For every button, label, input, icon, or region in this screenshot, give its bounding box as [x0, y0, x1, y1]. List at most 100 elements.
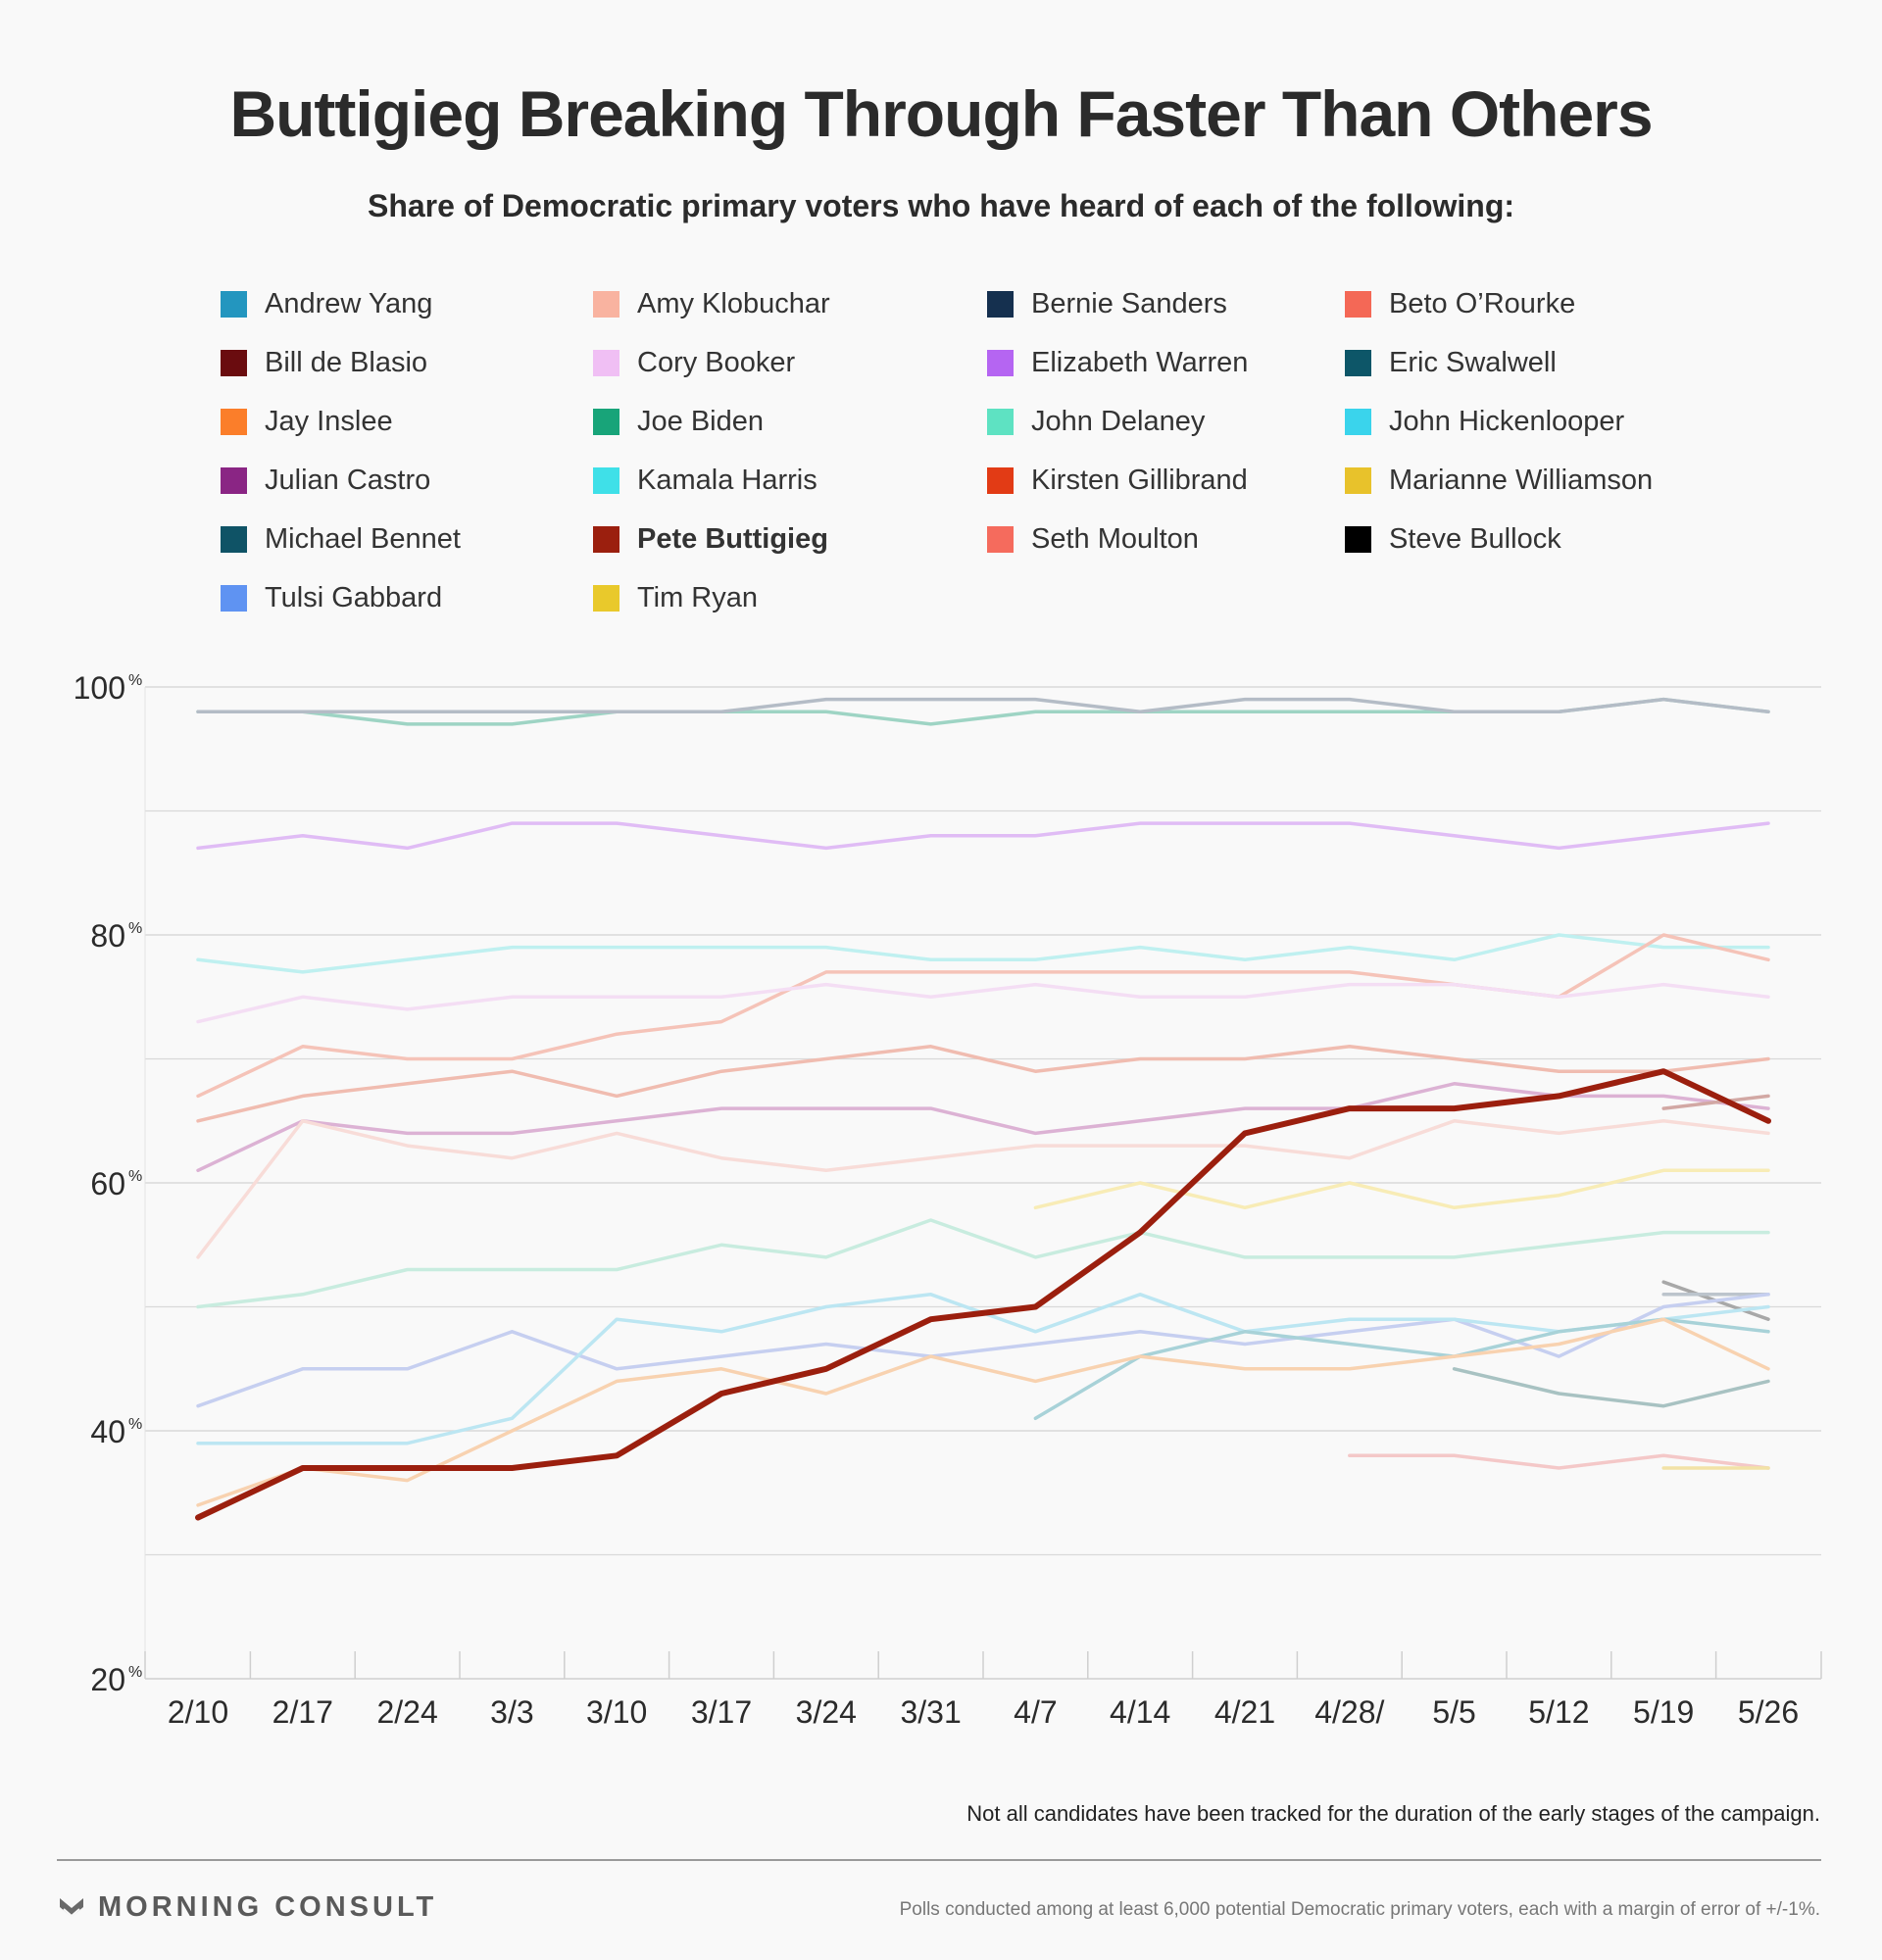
methodology-footnote: Polls conducted among at least 6,000 pot… [899, 1899, 1820, 1920]
legend-item: Elizabeth Warren [987, 343, 1345, 382]
x-tick-label: 3/17 [691, 1694, 752, 1730]
legend-item: Kirsten Gillibrand [987, 461, 1345, 500]
legend-label: Pete Buttigieg [637, 522, 828, 555]
legend-swatch [593, 466, 619, 494]
x-tick-label: 5/12 [1528, 1694, 1589, 1730]
series-line-marianne-williamson [1033, 1168, 1770, 1210]
legend-swatch [593, 584, 619, 612]
x-tick-label: 3/3 [490, 1694, 533, 1730]
legend-label: Beto O’Rourke [1389, 287, 1576, 319]
legend-swatch [221, 408, 247, 435]
legend-label: Tim Ryan [637, 581, 758, 613]
legend-swatch [1345, 466, 1371, 494]
legend-swatch [221, 290, 247, 318]
legend-swatch [987, 349, 1014, 376]
legend-item: Steve Bullock [1345, 519, 1737, 559]
legend-item: Bill de Blasio [221, 343, 593, 382]
legend-label: Eric Swalwell [1389, 346, 1557, 378]
legend-label: Kamala Harris [637, 464, 817, 496]
legend-item: Andrew Yang [221, 284, 593, 323]
series-line-jay-inslee [196, 1317, 1770, 1507]
legend-swatch [221, 525, 247, 553]
legend-item: Kamala Harris [593, 461, 987, 500]
series-line-kamala-harris [196, 933, 1770, 974]
legend-swatch [1345, 290, 1371, 318]
legend-label: Amy Klobuchar [637, 287, 830, 319]
x-tick-label: 2/24 [376, 1694, 437, 1730]
legend-swatch [987, 290, 1014, 318]
line-chart: 20 %40 %60 %80 %100 %2/10 2/17 2/24 3/3 3/10 3/17 3… [74, 670, 1822, 1730]
legend-label: Julian Castro [265, 464, 431, 496]
x-tick-label: 3/31 [900, 1694, 961, 1730]
legend-label: Jay Inslee [265, 405, 393, 437]
legend-swatch [987, 466, 1014, 494]
series-line-seth-moulton [1661, 1094, 1770, 1110]
series-line-tulsi-gabbard [196, 1293, 1770, 1408]
legend-item: Michael Bennet [221, 519, 593, 559]
series-line-john-delaney [196, 1218, 1770, 1309]
legend-item: Amy Klobuchar [593, 284, 987, 323]
legend-item: Seth Moulton [987, 519, 1345, 559]
series-line-bill-de-blasio [196, 1045, 1770, 1123]
y-tick-suffix: % [128, 920, 142, 937]
legend-label: Bernie Sanders [1031, 287, 1227, 319]
legend-item: Beto O’Rourke [1345, 284, 1737, 323]
legend-item: Bernie Sanders [987, 284, 1345, 323]
y-tick-suffix: % [128, 1168, 142, 1185]
legend-swatch [221, 584, 247, 612]
x-tick-label: 4/28/ [1314, 1694, 1384, 1730]
x-tick-label: 3/24 [796, 1694, 857, 1730]
legend-label: Tulsi Gabbard [265, 581, 443, 613]
legend-item: Pete Buttigieg [593, 519, 987, 559]
legend-item: Tim Ryan [593, 578, 987, 617]
y-tick-label: 20 [90, 1662, 125, 1697]
x-tick-label: 4/21 [1214, 1694, 1275, 1730]
series-line-julian-castro [196, 1082, 1770, 1173]
legend-label: Elizabeth Warren [1031, 346, 1249, 378]
x-tick-label: 2/10 [168, 1694, 228, 1730]
series-line-andrew-yang [1033, 1317, 1770, 1421]
x-tick-label: 4/7 [1014, 1694, 1057, 1730]
legend-swatch [593, 349, 619, 376]
y-tick-label: 80 [90, 918, 125, 954]
y-tick-suffix: % [128, 672, 142, 689]
legend-item: Cory Booker [593, 343, 987, 382]
legend-label: Steve Bullock [1389, 522, 1561, 555]
x-tick-label: 3/10 [586, 1694, 647, 1730]
series-line-pete-buttigieg [195, 1068, 1771, 1521]
legend-swatch [593, 408, 619, 435]
legend-swatch [1345, 525, 1371, 553]
x-tick-label: 5/5 [1432, 1694, 1475, 1730]
legend-label: Cory Booker [637, 346, 796, 378]
legend-swatch [221, 466, 247, 494]
legend-label: Andrew Yang [265, 287, 433, 319]
y-tick-label: 40 [90, 1414, 125, 1449]
brand: MORNING CONSULT [59, 1891, 437, 1924]
legend-item: Tulsi Gabbard [221, 578, 593, 617]
legend-item: John Hickenlooper [1345, 402, 1737, 441]
x-tick-label: 5/19 [1633, 1694, 1694, 1730]
brand-name: MORNING CONSULT [98, 1891, 438, 1923]
footer-divider [57, 1859, 1821, 1861]
legend-swatch [593, 290, 619, 318]
chart-title: Buttigieg Breaking Through Faster Than O… [229, 77, 1653, 150]
morning-consult-logo-icon [60, 1897, 83, 1917]
series-line-amy-klobuchar [1348, 1453, 1770, 1470]
y-tick-label: 100 [74, 670, 125, 706]
y-tick-suffix: % [128, 1416, 142, 1433]
legend-item: Marianne Williamson [1345, 461, 1737, 500]
series-line-kirsten-gillibrand [196, 1119, 1770, 1259]
coverage-note: Not all candidates have been tracked for… [966, 1801, 1820, 1826]
legend-swatch [593, 525, 619, 553]
legend-label: Seth Moulton [1031, 522, 1199, 555]
legend-label: John Delaney [1031, 405, 1206, 437]
x-tick-label: 4/14 [1110, 1694, 1170, 1730]
legend: Andrew Yang Amy Klobuchar Bernie Sanders Be… [221, 284, 1750, 617]
legend-swatch [221, 349, 247, 376]
x-tick-label: 2/17 [272, 1694, 333, 1730]
legend-swatch [1345, 349, 1371, 376]
series-line-elizabeth-warren [196, 821, 1770, 851]
legend-item: Joe Biden [593, 402, 987, 441]
y-tick-suffix: % [128, 1664, 142, 1681]
legend-label: Bill de Blasio [265, 346, 428, 378]
